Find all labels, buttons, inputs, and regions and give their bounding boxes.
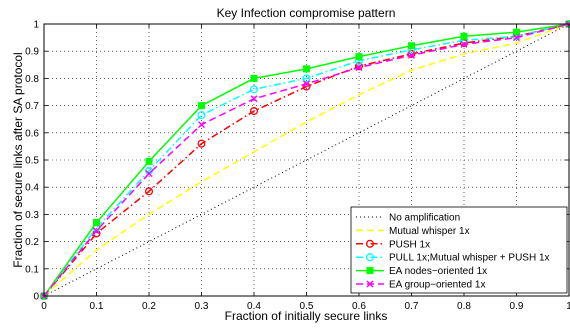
x-tick-label: 0.2 <box>142 301 156 312</box>
data-point <box>460 32 468 40</box>
series-line <box>43 23 570 297</box>
data-point <box>198 102 205 110</box>
legend: No amplification Mutual whisper 1x PUSH 1x… <box>350 206 568 294</box>
y-tick-label: 0 <box>33 292 39 303</box>
legend-label: EA nodes−oriented 1x <box>389 266 487 277</box>
y-tick-label: 0.4 <box>25 183 39 194</box>
y-tick-label: 0.3 <box>25 210 39 221</box>
y-tick-label: 0.6 <box>25 128 39 139</box>
x-axis-label: Fraction of initially secure links <box>225 309 388 323</box>
y-tick-label: 0.2 <box>25 237 39 248</box>
data-point <box>197 139 206 148</box>
legend-label: No amplification <box>389 213 460 224</box>
data-point <box>513 34 520 42</box>
data-point <box>303 80 310 88</box>
data-point <box>460 40 468 48</box>
y-tick-label: 0.8 <box>25 74 39 85</box>
x-tick-label: 0 <box>41 301 47 312</box>
data-point <box>250 95 258 103</box>
marker-stroke <box>460 40 468 48</box>
legend-label: EA group−oriented 1x <box>389 280 485 291</box>
series-line <box>43 23 570 297</box>
marker-stroke <box>198 121 205 129</box>
data-point <box>408 42 415 50</box>
legend-box <box>350 206 568 294</box>
series-push-1x <box>39 19 570 301</box>
data-point <box>513 28 520 36</box>
data-point <box>303 65 310 73</box>
data-point <box>302 74 311 83</box>
y-tick-label: 1 <box>33 20 39 31</box>
legend-entry: Mutual whisper 1x <box>356 226 470 237</box>
data-point <box>93 219 100 227</box>
series-no-amplification <box>43 23 570 297</box>
x-tick-label: 0.4 <box>247 301 261 312</box>
data-point <box>198 121 205 129</box>
legend-entry: EA group−oriented 1x <box>356 280 485 291</box>
data-point <box>355 53 363 61</box>
data-point <box>145 170 153 178</box>
series-mutual-whisper-1x <box>43 23 570 297</box>
x-tick-label: 0.3 <box>195 301 209 312</box>
data-point <box>197 111 206 120</box>
legend-marker <box>366 267 374 275</box>
legend-entry: PUSH 1x <box>356 239 430 250</box>
y-axis-label: Fraction of secure links after SA protoc… <box>11 52 25 267</box>
series-line <box>43 23 570 297</box>
y-tick-label: 0.5 <box>25 156 39 167</box>
legend-marker <box>365 239 375 248</box>
data-point <box>145 157 153 165</box>
marker-stroke <box>513 34 520 42</box>
data-point <box>355 64 363 72</box>
y-tick-label: 0.7 <box>25 101 39 112</box>
data-point <box>144 187 154 196</box>
legend-entry: No amplification <box>356 213 460 224</box>
y-tick-label: 0.9 <box>25 47 39 58</box>
x-tick-label: 0.1 <box>90 301 104 312</box>
marker-stroke <box>250 95 258 103</box>
y-tick-label: 0.1 <box>25 264 39 275</box>
x-tick-label: 0.9 <box>510 301 524 312</box>
data-point <box>249 106 259 116</box>
marker-stroke <box>408 51 415 59</box>
legend-marker <box>366 280 374 288</box>
data-point <box>407 49 416 58</box>
series-line <box>43 23 570 297</box>
legend-entry: PULL 1x;Mutual whisper + PUSH 1x <box>356 253 550 264</box>
marker-stroke <box>355 64 363 72</box>
marker-stroke <box>303 80 310 88</box>
x-tick-label: 0.5 <box>300 301 314 312</box>
x-tick-label: 0.7 <box>405 301 419 312</box>
marker-stroke <box>145 170 153 178</box>
legend-label: Mutual whisper 1x <box>389 226 470 237</box>
legend-label: PUSH 1x <box>389 239 430 250</box>
marker-stroke <box>93 227 100 235</box>
x-tick-label: 0.6 <box>352 301 366 312</box>
data-point <box>408 51 415 59</box>
x-tick-label: 1 <box>566 301 570 312</box>
data-point <box>93 227 100 235</box>
data-point <box>249 85 259 94</box>
legend-label: PULL 1x;Mutual whisper + PUSH 1x <box>389 253 550 264</box>
legend-entry: EA nodes−oriented 1x <box>356 266 487 277</box>
x-tick-label: 0.8 <box>457 301 471 312</box>
legend-marker <box>365 253 375 262</box>
data-point <box>250 74 258 82</box>
ticks: 0 0.1 0.2 0.3 0.4 0.5 0.6 0.7 0.8 0.9 1 0 0.1 0.2 0.3 0… <box>25 20 570 313</box>
marker-stroke <box>366 280 374 288</box>
chart-title: Key Infection compromise pattern <box>217 6 396 20</box>
data-point <box>354 62 364 71</box>
